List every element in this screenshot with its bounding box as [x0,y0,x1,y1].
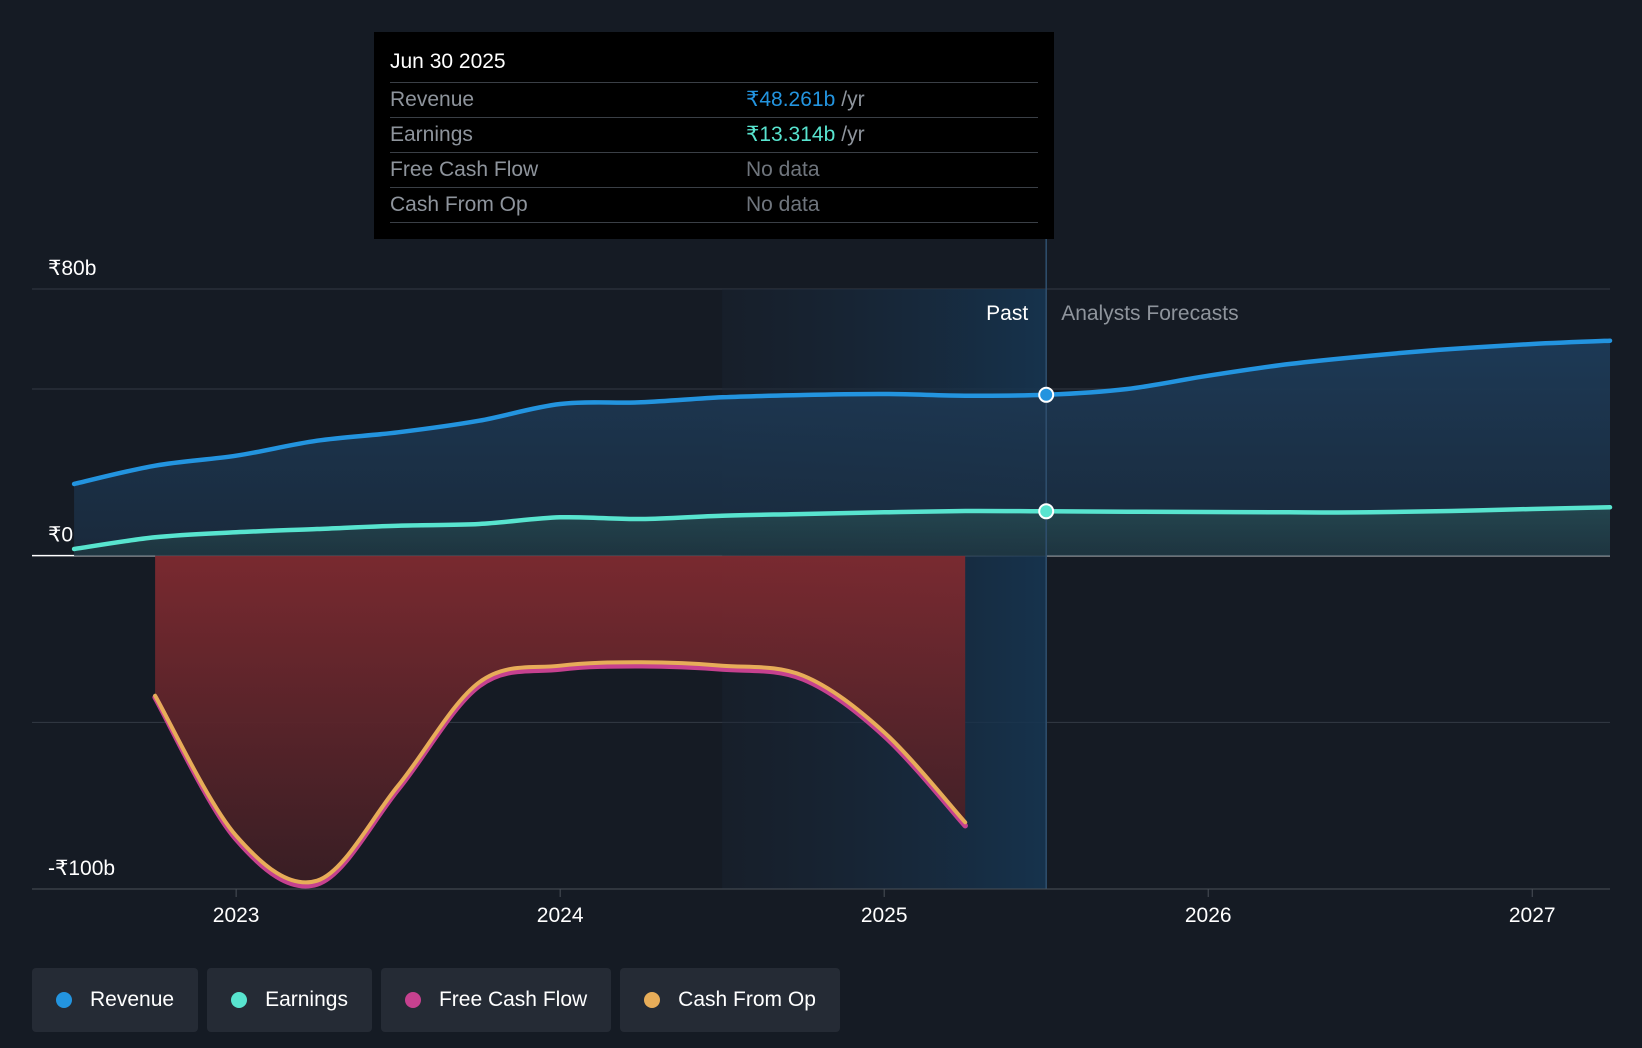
x-tick-label: 2024 [537,904,584,927]
legend-item-cash-from-op[interactable]: Cash From Op [620,968,840,1032]
earnings-line [71,505,1613,552]
revenue-area [74,340,1611,556]
tooltip-value: ₹13.314b [746,123,836,146]
x-tick-label: 2026 [1185,904,1232,927]
legend-dot-icon [644,992,661,1008]
legend-item-revenue[interactable]: Revenue [32,968,199,1032]
forecast-label: Analysts Forecasts [1061,302,1238,325]
earnings-area [74,507,1611,556]
tooltip-label: Revenue [390,88,475,111]
legend-label: Free Cash Flow [438,988,588,1011]
legend-dot-icon [404,992,421,1008]
revenue-line [71,338,1613,487]
chart-area: ₹80b ₹0 -₹100b 2023 2024 2025 2026 2027 Past Anal… [32,239,1613,927]
tooltip-row-revenue: Revenue ₹48.261b /yr [390,83,1038,118]
x-tick-label: 2023 [213,904,260,927]
tooltip-row-free-cash-flow: Free Cash Flow No data [390,153,1038,188]
legend-item-free-cash-flow[interactable]: Free Cash Flow [380,968,612,1032]
legend-item-earnings[interactable]: Earnings [207,968,372,1032]
legend-dot-icon [231,992,248,1008]
earnings-marker [1038,503,1055,520]
tooltip-date: Jun 30 2025 [390,46,1038,83]
y-tick-label: ₹0 [48,524,73,547]
tooltip-unit: /yr [841,123,865,146]
tooltip-label: Cash From Op [390,193,528,216]
tooltip-label: Free Cash Flow [390,158,539,181]
tooltip-unit: /yr [841,88,865,111]
free-cash-flow-line [152,662,968,889]
past-label: Past [986,302,1028,325]
legend: Revenue Earnings Free Cash Flow Cash Fro… [32,968,840,1032]
tooltip-row-cash-from-op: Cash From Op No data [390,188,1038,223]
legend-label: Revenue [90,988,175,1011]
tooltip: Jun 30 2025 Revenue ₹48.261b /yr Earning… [374,32,1054,239]
tooltip-value: No data [746,193,820,216]
cash-flow-area [155,555,966,883]
legend-dot-icon [56,992,72,1008]
tooltip-value: ₹48.261b [746,88,836,111]
x-tick-label: 2027 [1509,904,1556,927]
tooltip-value: No data [746,158,820,181]
legend-label: Earnings [265,988,348,1011]
legend-label: Cash From Op [678,988,816,1011]
y-tick-label: -₹100b [48,857,115,880]
tooltip-label: Earnings [390,123,473,146]
cash-from-op-line [153,660,968,885]
x-tick-label: 2025 [861,904,908,927]
y-tick-label: ₹80b [48,257,96,280]
tooltip-row-earnings: Earnings ₹13.314b /yr [390,118,1038,153]
revenue-marker [1038,386,1055,403]
